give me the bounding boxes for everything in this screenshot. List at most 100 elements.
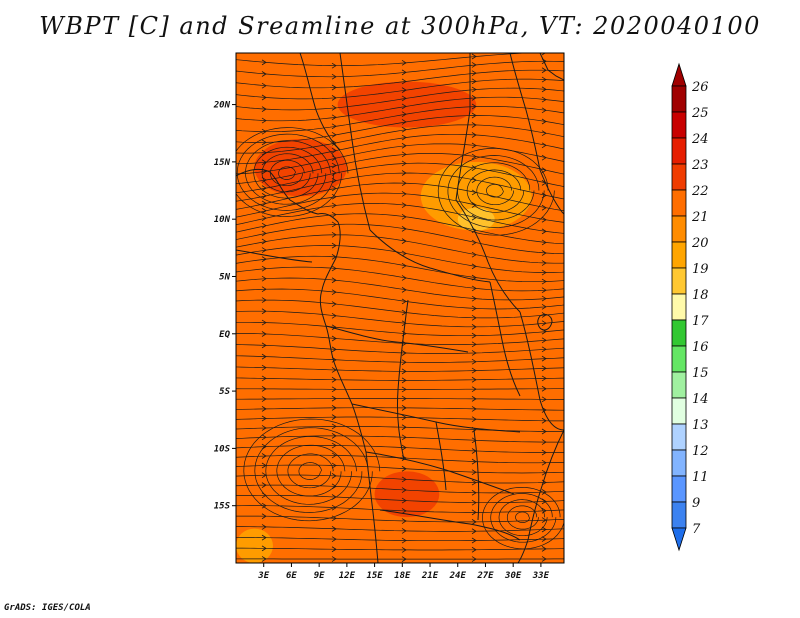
streamline-arrow xyxy=(541,375,547,382)
lon-tick-label: 9E xyxy=(314,571,325,581)
border-13 xyxy=(489,281,521,397)
streamline-arrow xyxy=(331,265,337,272)
streamline-arrow xyxy=(541,250,547,256)
border-12 xyxy=(519,311,564,431)
streamline-arrow xyxy=(331,140,337,146)
lon-tick-label: 3E xyxy=(257,571,269,581)
colorbar-segment xyxy=(671,345,687,373)
chart-title: WBPT [C] and Sreamline at 300hPa, VT: 20… xyxy=(39,12,761,40)
streamline-arrow xyxy=(471,86,477,93)
streamline-arrow xyxy=(471,165,477,171)
streamline xyxy=(287,453,334,489)
streamline-arrow xyxy=(331,221,337,228)
streamline-arrow xyxy=(261,200,267,207)
border-11 xyxy=(473,429,480,521)
border-15 xyxy=(539,53,564,81)
streamline-arrow xyxy=(471,95,477,101)
streamline xyxy=(236,213,564,245)
colorbar-label: 23 xyxy=(691,158,709,173)
streamline-arrow xyxy=(261,94,267,101)
colorbar-label: 22 xyxy=(691,184,709,199)
streamline-arrow xyxy=(471,479,477,486)
streamline-arrow xyxy=(261,207,267,214)
streamline-arrow xyxy=(541,67,547,74)
streamline-arrow xyxy=(401,320,407,327)
streamline-arrow xyxy=(401,95,407,102)
streamline xyxy=(236,505,564,513)
streamline-arrow xyxy=(401,287,407,293)
streamline-arrow xyxy=(541,355,547,362)
streamline-arrow xyxy=(541,312,547,318)
streamline-arrow xyxy=(261,364,267,371)
streamline-arrow xyxy=(331,367,337,373)
streamline-arrow xyxy=(471,62,477,68)
streamline-arrow xyxy=(541,365,547,372)
streamline-arrow xyxy=(261,524,267,530)
streamline-arrow xyxy=(401,142,407,149)
streamline-arrow xyxy=(541,517,547,523)
streamline-arrow xyxy=(401,69,407,76)
lon-tick-label: 18E xyxy=(394,571,411,581)
lat-tick-label: 20N xyxy=(213,101,231,111)
streamline-arrow xyxy=(541,154,547,161)
border-4 xyxy=(369,229,491,283)
streamline-arrow xyxy=(401,556,407,562)
streamline-arrow xyxy=(471,341,477,348)
streamline-arrow xyxy=(471,78,477,85)
streamline-arrow xyxy=(331,483,337,490)
streamline xyxy=(236,484,564,494)
streamline-arrow xyxy=(541,260,547,266)
streamline-arrow xyxy=(331,202,337,209)
streamline xyxy=(236,494,564,504)
streamline-arrow xyxy=(401,537,407,544)
streamline-arrow xyxy=(331,123,337,130)
streamline-arrow xyxy=(261,185,267,191)
streamline-arrow xyxy=(261,482,267,488)
streamline-arrow xyxy=(401,119,407,125)
streamline-arrow xyxy=(541,417,547,424)
streamline-arrow xyxy=(471,295,477,302)
axis-ticks: 20N 15N 10N 5N EQ 5S 10S 15S 3E 6E 9E 12E 15E 18E 21E 2… xyxy=(213,101,550,581)
streamline-arrow xyxy=(541,546,547,552)
map-plot-area xyxy=(236,53,564,563)
streamline-arrow xyxy=(401,414,407,421)
streamline-arrow xyxy=(401,377,407,384)
streamline-arrow xyxy=(541,449,547,456)
streamline-arrow xyxy=(331,84,337,91)
streamline-arrow xyxy=(401,126,407,133)
colorbar-segment xyxy=(671,397,687,425)
streamline-arrow xyxy=(401,465,407,472)
streamline xyxy=(236,223,564,255)
streamline-arrow xyxy=(541,346,547,353)
streamline-arrow xyxy=(471,386,477,393)
streamline xyxy=(236,192,564,223)
streamline-arrow xyxy=(261,331,267,337)
lat-tick-label: 5N xyxy=(219,272,230,282)
streamline xyxy=(236,255,564,283)
streamline-arrow xyxy=(471,239,477,246)
streamline-arrow xyxy=(331,346,337,353)
streamline-arrow xyxy=(471,509,477,516)
streamline xyxy=(476,176,514,206)
colorbar-label: 11 xyxy=(692,470,709,485)
colorbar-segment xyxy=(671,423,687,451)
streamline xyxy=(278,166,296,180)
colorbar-segment xyxy=(671,293,687,321)
streamline-arrow xyxy=(331,546,337,553)
streamline-arrow xyxy=(541,295,547,302)
streamline-arrow xyxy=(261,59,267,66)
streamline-arrow xyxy=(261,556,267,562)
streamline-arrow xyxy=(471,122,477,128)
streamline-arrow xyxy=(471,406,477,412)
streamline-arrow xyxy=(261,462,267,469)
streamline-arrow xyxy=(541,76,547,83)
streamline xyxy=(236,234,564,264)
streamline-arrow xyxy=(331,211,337,218)
colorbar-label: 16 xyxy=(692,340,709,355)
streamline-arrow xyxy=(331,526,337,532)
streamline-arrow xyxy=(541,287,547,294)
streamline-arrow xyxy=(261,247,267,253)
streamline xyxy=(236,133,340,211)
border-14 xyxy=(435,421,447,491)
